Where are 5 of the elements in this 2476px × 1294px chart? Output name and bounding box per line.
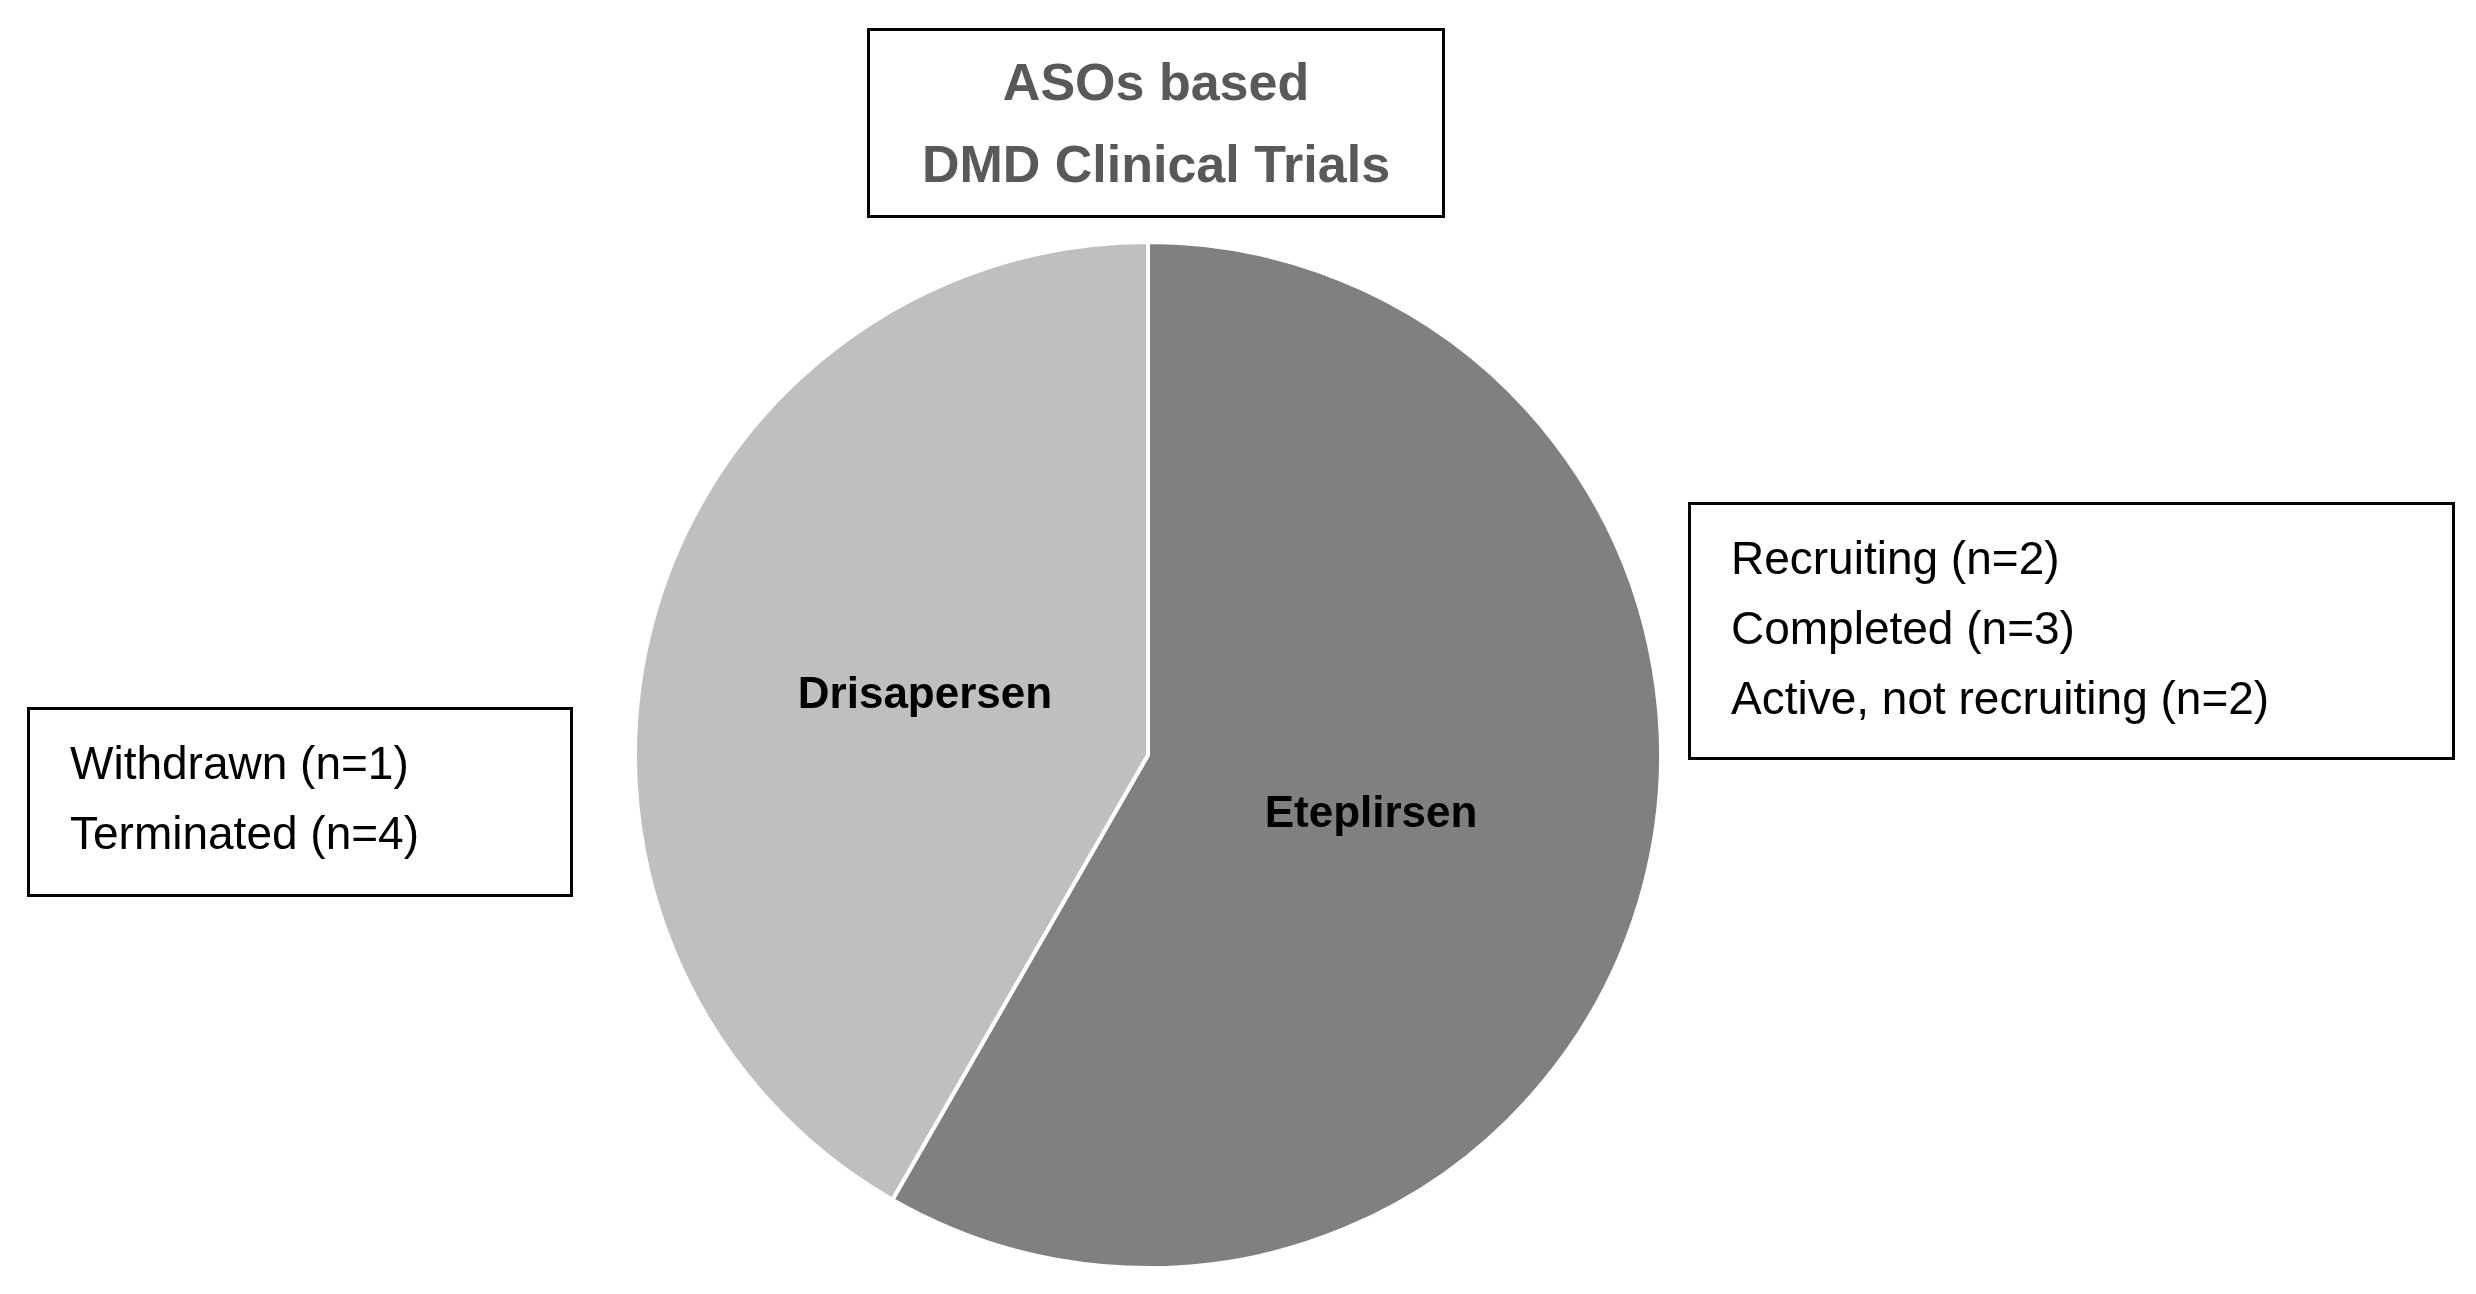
text: Withdrawn (n=1) Terminated (n=4): [27, 707, 573, 897]
chart-title: ASOs based DMD Clinical Trials: [867, 28, 1445, 218]
slice-label: Drisapersen: [797, 667, 1053, 717]
slice-label: Eteplirsen: [1264, 786, 1478, 836]
text: Recruiting (n=2) Completed (n=3) Active, not recruiting (n=2): [1688, 502, 2455, 760]
